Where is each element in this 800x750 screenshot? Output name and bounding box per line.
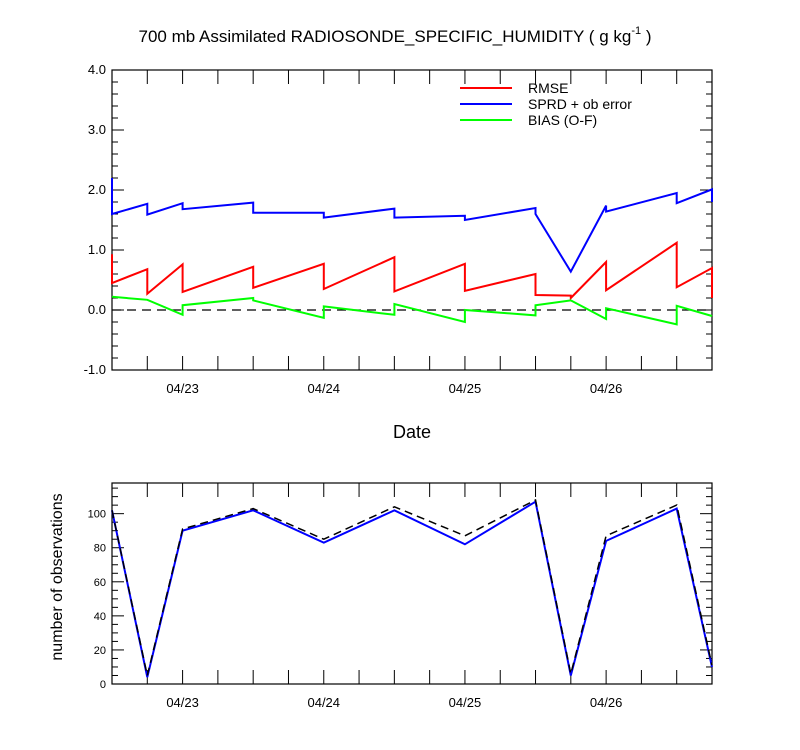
series-line-observations-possible	[111, 498, 713, 676]
y-tick-label: 60	[94, 577, 106, 589]
series-line-bias-o-f	[111, 295, 713, 326]
x-tick-label: 04/26	[590, 381, 623, 396]
y-tick-label: 1.0	[88, 242, 106, 257]
legend-label-sprd-ob-error: SPRD + ob error	[528, 96, 632, 112]
y-tick-label: 2.0	[88, 182, 106, 197]
y-tick-label: 3.0	[88, 122, 106, 137]
y-tick-label: 100	[88, 509, 106, 521]
legend-label-bias-o-f: BIAS (O-F)	[528, 112, 597, 128]
bottom-panel: 0 20 40 60 80 100 04/23 04/24 04/25 04/26	[88, 482, 713, 710]
top-panel: -1.0 0.0 1.0 2.0 3.0 4.0 04/23 04/24 04/25 04/26 R…	[84, 62, 713, 396]
plot-frame	[111, 69, 713, 371]
y-tick-label: 80	[94, 543, 106, 555]
y-tick-label: 20	[94, 645, 106, 657]
x-tick-label: 04/24	[307, 381, 340, 396]
y-tick-label: 0	[100, 679, 106, 691]
legend-label-rmse: RMSE	[528, 80, 568, 96]
x-tick-label: 04/23	[166, 381, 199, 396]
plot-frame	[111, 482, 713, 685]
x-tick-label: 04/25	[449, 381, 482, 396]
y-tick-label: 4.0	[88, 62, 106, 77]
x-tick-label: 04/25	[449, 695, 482, 710]
y-tick-label: 0.0	[88, 302, 106, 317]
x-axis-label: Date	[393, 422, 431, 442]
y-tick-label: 40	[94, 611, 106, 623]
x-tick-label: 04/23	[166, 695, 199, 710]
series-line-rmse	[111, 240, 713, 301]
series-line-sprd-ob-error	[111, 178, 713, 274]
series-line-observations-used	[111, 500, 713, 678]
y-tick-label: -1.0	[84, 362, 106, 377]
y-axis-label-observations: number of observations	[49, 493, 66, 660]
x-tick-label: 04/26	[590, 695, 623, 710]
x-tick-label: 04/24	[307, 695, 340, 710]
chart-title: 700 mb Assimilated RADIOSONDE_SPECIFIC_H…	[139, 25, 652, 46]
